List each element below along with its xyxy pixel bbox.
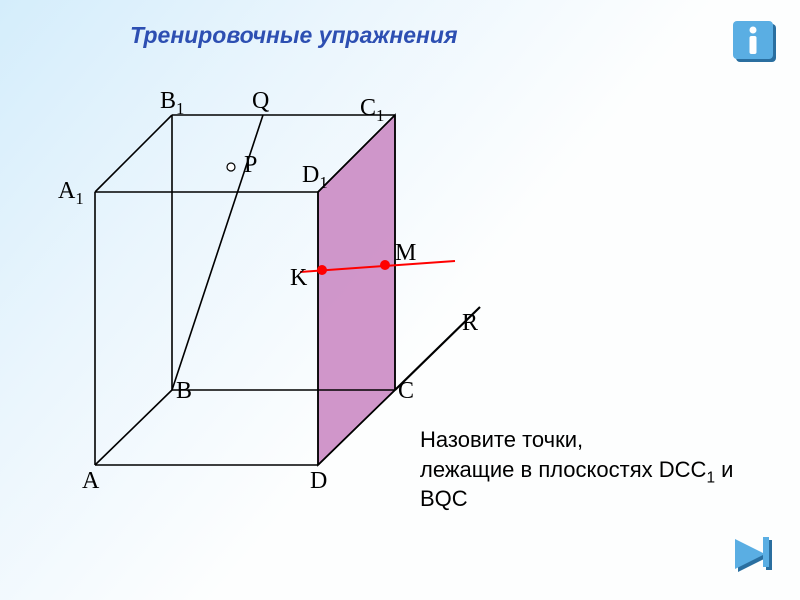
label-C1: C1	[360, 95, 384, 122]
task-plane1: DCC1	[659, 457, 715, 482]
label-A: A	[82, 468, 99, 495]
label-D1: D1	[302, 162, 328, 189]
label-B: B	[176, 378, 192, 405]
label-M: M	[395, 240, 416, 267]
task-line2-prefix: лежащие в плоскостях	[420, 457, 653, 482]
label-D: D	[310, 468, 327, 495]
next-button[interactable]	[730, 536, 778, 578]
label-K: K	[290, 265, 307, 292]
next-icon	[730, 536, 778, 578]
stage: Тренировочные упражнения ABCDA1B1C1D1QPK…	[0, 0, 800, 600]
label-C: C	[398, 378, 414, 405]
label-R: R	[462, 310, 478, 337]
task-line1: Назовите точки,	[420, 427, 583, 452]
label-Q: Q	[252, 88, 269, 115]
label-B1: B1	[160, 88, 184, 115]
task-plane2: BQC	[420, 486, 468, 511]
task-text: Назовите точки, лежащие в плоскостях DCC…	[420, 425, 780, 514]
label-P: P	[244, 152, 257, 179]
label-A1: A1	[58, 178, 84, 205]
